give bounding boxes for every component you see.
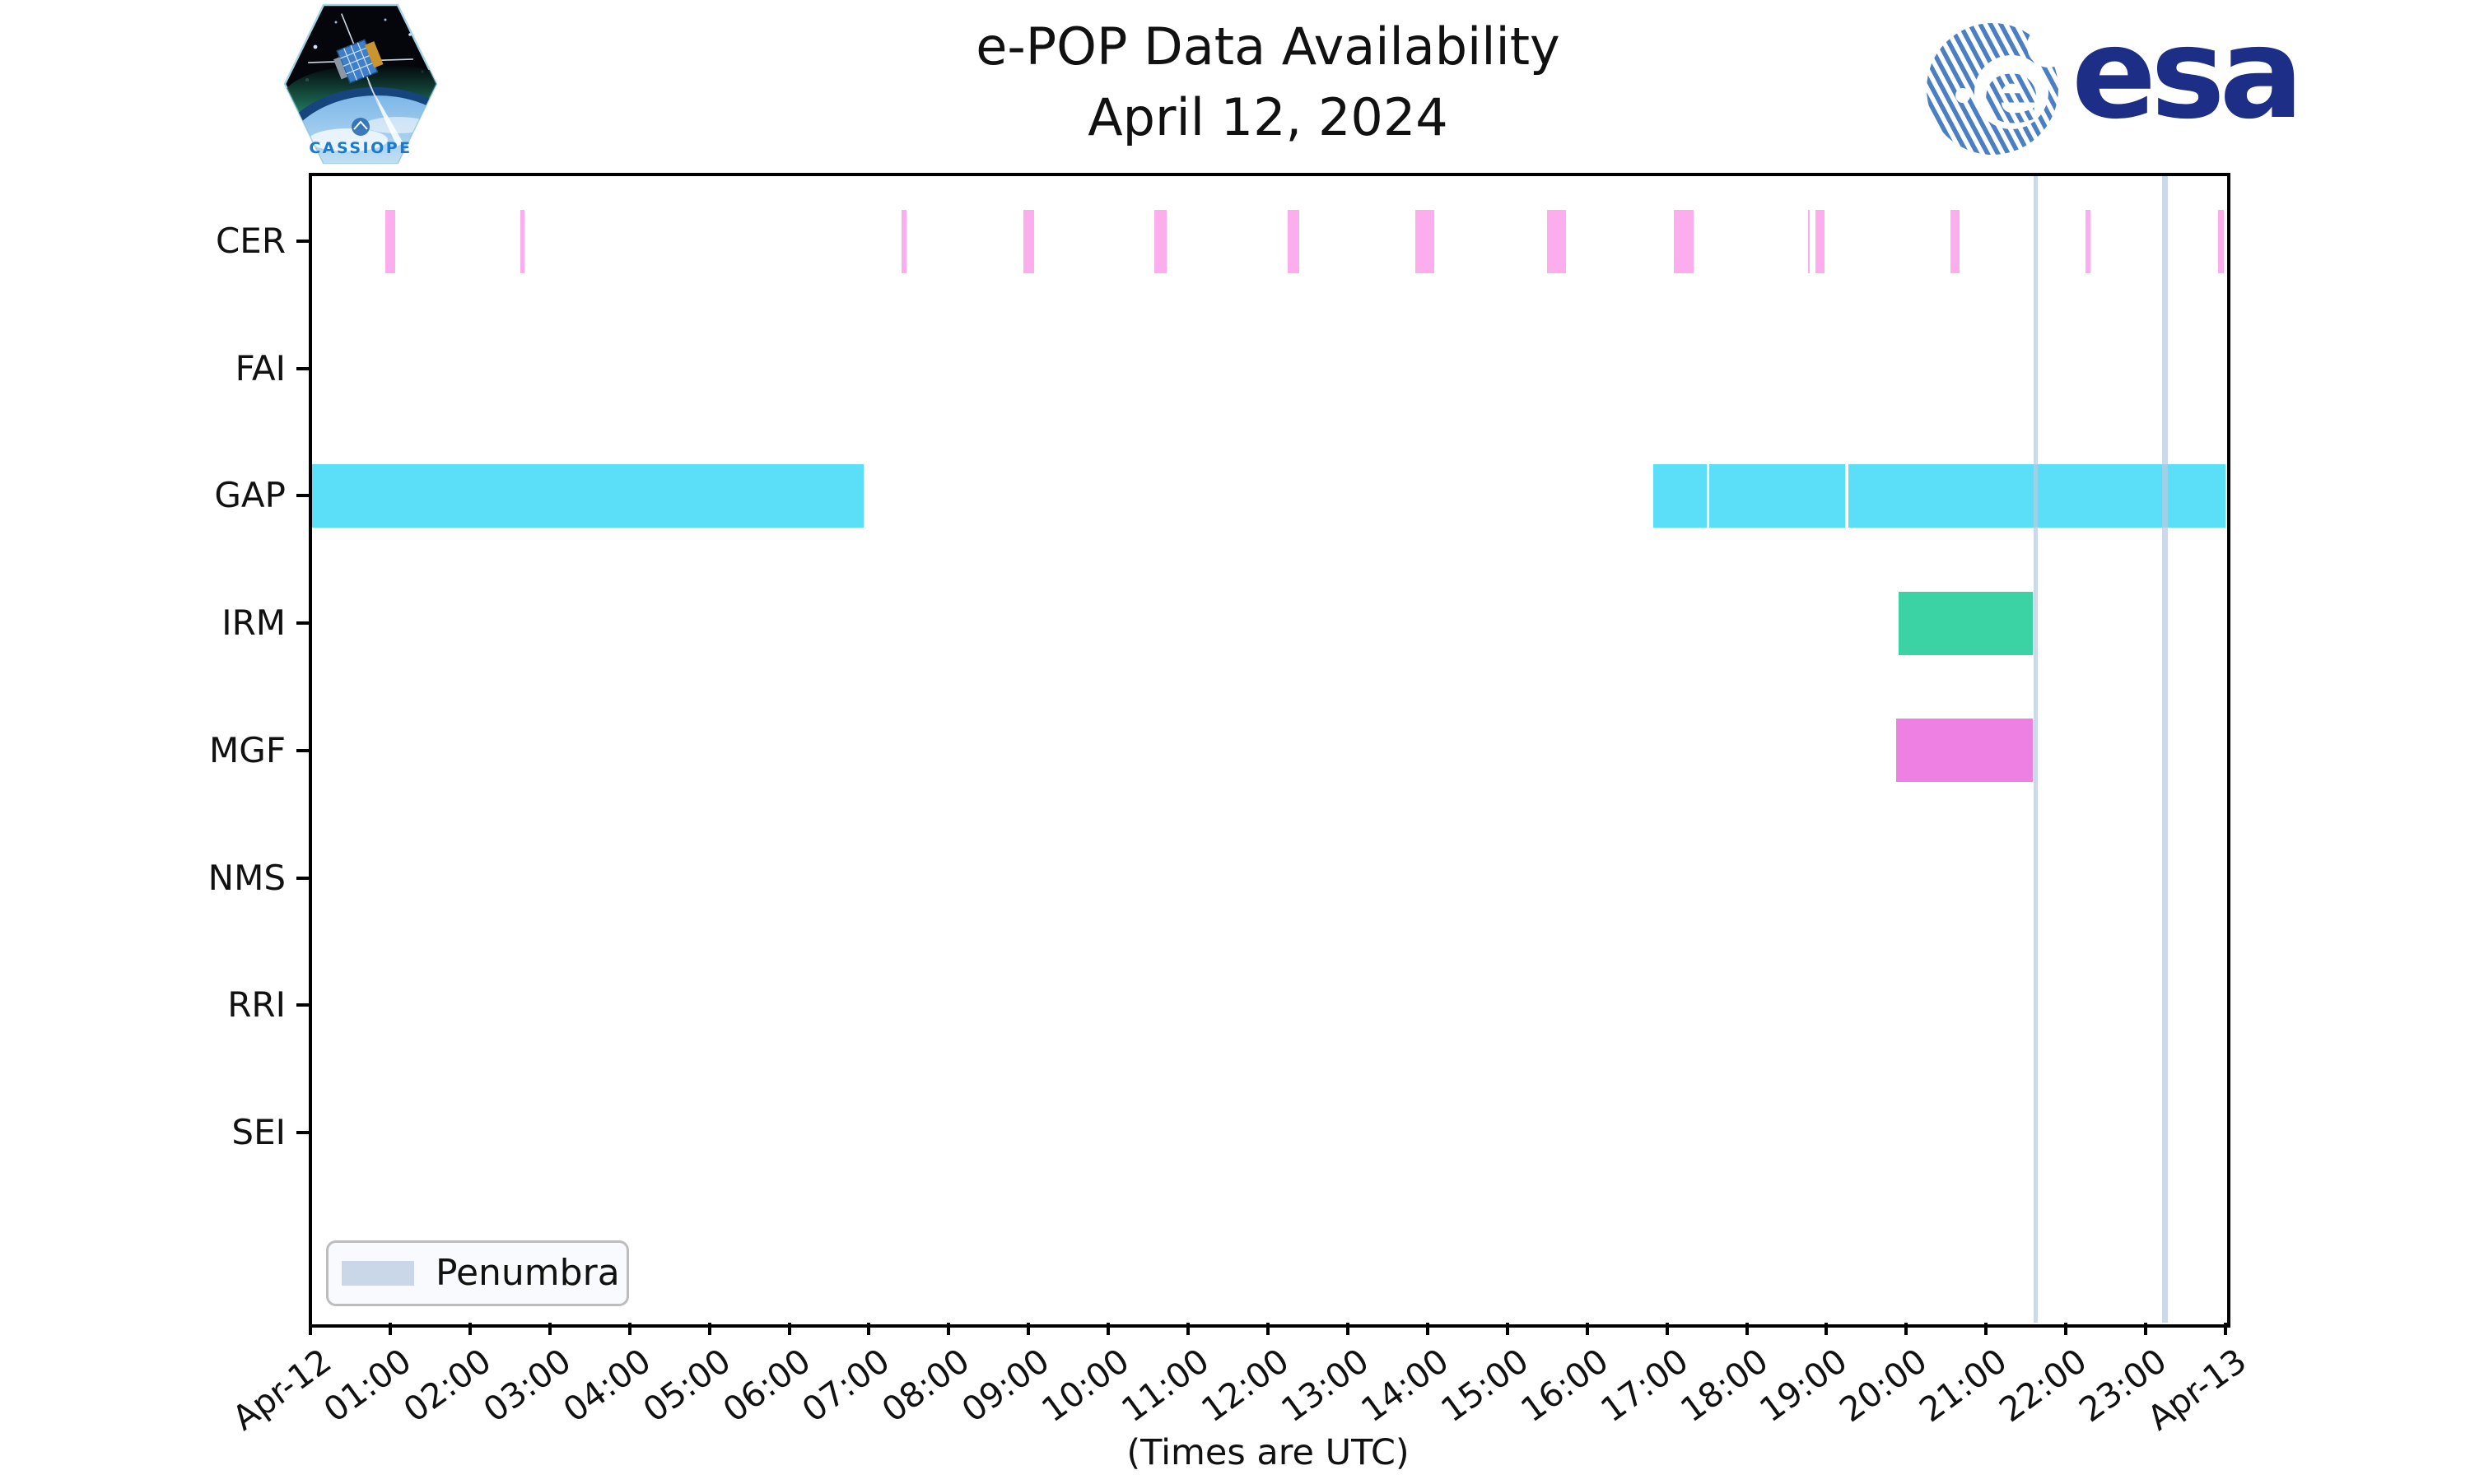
x-tick-24 xyxy=(2224,1323,2227,1335)
y-tick-rri xyxy=(296,1003,309,1007)
x-tick-21 xyxy=(1984,1323,1988,1335)
y-tick-fai xyxy=(296,366,309,370)
cassiope-mission-patch: CASSIOPE xyxy=(278,2,443,166)
data-bar-cer xyxy=(2218,209,2225,273)
data-bar-mgf xyxy=(1895,719,2034,783)
y-tick-mgf xyxy=(296,748,309,752)
data-bar-cer xyxy=(902,209,906,273)
chart-title-line2: April 12, 2024 xyxy=(1088,87,1448,147)
x-tick-15 xyxy=(1505,1323,1509,1335)
x-tick-17 xyxy=(1665,1323,1669,1335)
data-bar-cer xyxy=(1154,209,1167,273)
data-bar-gap xyxy=(310,463,864,528)
row-label-sei: SEI xyxy=(231,1111,286,1152)
esa-globe-icon: e xyxy=(1927,23,2061,155)
y-tick-gap xyxy=(296,494,309,498)
x-tick-16 xyxy=(1585,1323,1589,1335)
penumbra-band xyxy=(2162,174,2169,1323)
x-tick-1 xyxy=(388,1323,392,1335)
y-tick-cer xyxy=(296,240,309,243)
data-bar-cer xyxy=(520,209,524,273)
y-tick-irm xyxy=(296,621,309,626)
x-tick-9 xyxy=(1027,1323,1031,1335)
penumbra-legend-swatch xyxy=(342,1261,414,1286)
x-axis-title: (Times are UTC) xyxy=(1126,1432,1410,1473)
row-label-cer: CER xyxy=(215,221,286,261)
data-bar-cer xyxy=(385,209,395,273)
data-bar-cer xyxy=(1547,209,1567,273)
penumbra-legend: Penumbra xyxy=(326,1240,629,1306)
cassiope-patch-graphic: CASSIOPE xyxy=(283,3,438,165)
x-tick-2 xyxy=(468,1323,472,1335)
penumbra-legend-label: Penumbra xyxy=(436,1252,620,1294)
x-tick-6 xyxy=(787,1323,791,1335)
data-bar-cer xyxy=(1815,209,1825,273)
x-tick-18 xyxy=(1745,1323,1749,1335)
data-bar-cer xyxy=(1415,209,1434,273)
x-tick-3 xyxy=(548,1323,552,1335)
chart-title-line1: e-POP Data Availability xyxy=(976,16,1560,77)
penumbra-band xyxy=(2034,174,2039,1323)
chart-title: e-POP Data Availability April 12, 2024 xyxy=(310,12,2225,153)
data-bar-cer xyxy=(1023,209,1035,273)
row-label-mgf: MGF xyxy=(209,729,286,770)
x-tick-8 xyxy=(947,1323,951,1335)
data-bar-cer xyxy=(1950,209,1960,273)
row-label-rri: RRI xyxy=(227,984,286,1026)
x-tick-10 xyxy=(1107,1323,1111,1335)
x-tick-12 xyxy=(1266,1323,1270,1335)
row-label-gap: GAP xyxy=(214,475,286,516)
x-tick-23 xyxy=(2144,1323,2148,1335)
x-tick-5 xyxy=(707,1323,711,1335)
esa-logo: e esa xyxy=(1925,1,2386,158)
row-label-fai: FAI xyxy=(235,347,286,388)
esa-wordmark: esa xyxy=(2072,1,2304,147)
timeline-plot-area xyxy=(310,174,2225,1323)
x-tick-13 xyxy=(1345,1323,1349,1335)
x-tick-4 xyxy=(627,1323,631,1335)
svg-text:e: e xyxy=(1983,42,2041,142)
data-bar-cer xyxy=(1808,209,1811,273)
x-tick-0 xyxy=(309,1323,312,1335)
data-bar-gap xyxy=(1653,463,1708,528)
row-label-irm: IRM xyxy=(221,602,286,644)
x-tick-7 xyxy=(867,1323,871,1335)
data-bar-cer xyxy=(2086,209,2091,273)
y-tick-nms xyxy=(296,876,309,880)
x-tick-22 xyxy=(2064,1323,2068,1335)
x-tick-20 xyxy=(1904,1323,1908,1335)
x-tick-19 xyxy=(1825,1323,1829,1335)
cassiope-patch-label: CASSIOPE xyxy=(309,139,412,157)
y-tick-sei xyxy=(296,1130,309,1134)
data-bar-irm xyxy=(1898,591,2034,655)
data-bar-cer xyxy=(1674,209,1694,273)
x-tick-11 xyxy=(1186,1323,1191,1335)
data-bar-gap xyxy=(1708,463,1845,528)
row-label-nms: NMS xyxy=(207,857,286,898)
data-bar-cer xyxy=(1288,209,1299,273)
x-tick-14 xyxy=(1425,1323,1429,1335)
